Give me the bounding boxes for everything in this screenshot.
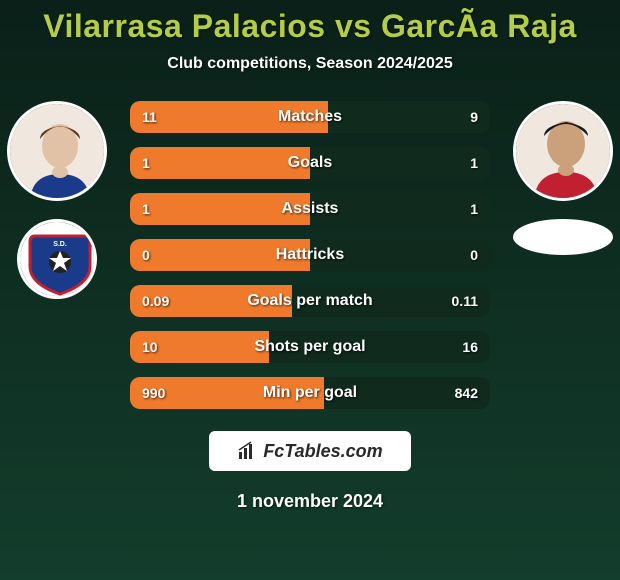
left-side: S.D. [2,101,112,299]
bar-label: Min per goal [130,377,490,409]
page-subtitle: Club competitions, Season 2024/2025 [167,55,452,73]
stat-bar: 11Goals [130,147,490,179]
chart-icon [237,441,257,461]
right-side [508,101,618,255]
bar-label: Goals [130,147,490,179]
bar-label: Matches [130,101,490,133]
date-text: 1 november 2024 [237,491,383,512]
stat-bar: 119Matches [130,101,490,133]
svg-text:S.D.: S.D. [53,241,67,248]
watermark-label: FcTables.com [263,441,382,462]
person-icon [516,104,613,201]
bar-label: Assists [130,193,490,225]
watermark-text: FcTables.com [237,441,382,462]
bar-label: Goals per match [130,285,490,317]
player-left-avatar [7,101,107,201]
person-icon [10,104,107,201]
infographic-content: Vilarrasa Palacios vs GarcÃ­a Raja Club … [0,0,620,580]
bar-label: Hattricks [130,239,490,271]
page-title: Vilarrasa Palacios vs GarcÃ­a Raja [43,8,577,45]
comparison-area: S.D. 119Matches 11Goals 11Assists 00Hattric… [0,101,620,409]
watermark-badge: FcTables.com [209,431,410,471]
stat-bar: 00Hattricks [130,239,490,271]
stat-bars: 119Matches 11Goals 11Assists 00Hattricks 0.0… [130,101,490,409]
bar-label: Shots per goal [130,331,490,363]
shield-icon: S.D. [20,222,97,299]
stat-bar: 11Assists [130,193,490,225]
player-right-avatar [513,101,613,201]
stat-bar: 0.090.11Goals per match [130,285,490,317]
club-left-crest: S.D. [17,219,97,299]
club-right-crest-blank [513,219,613,255]
stat-bar: 1016Shots per goal [130,331,490,363]
stat-bar: 990842Min per goal [130,377,490,409]
